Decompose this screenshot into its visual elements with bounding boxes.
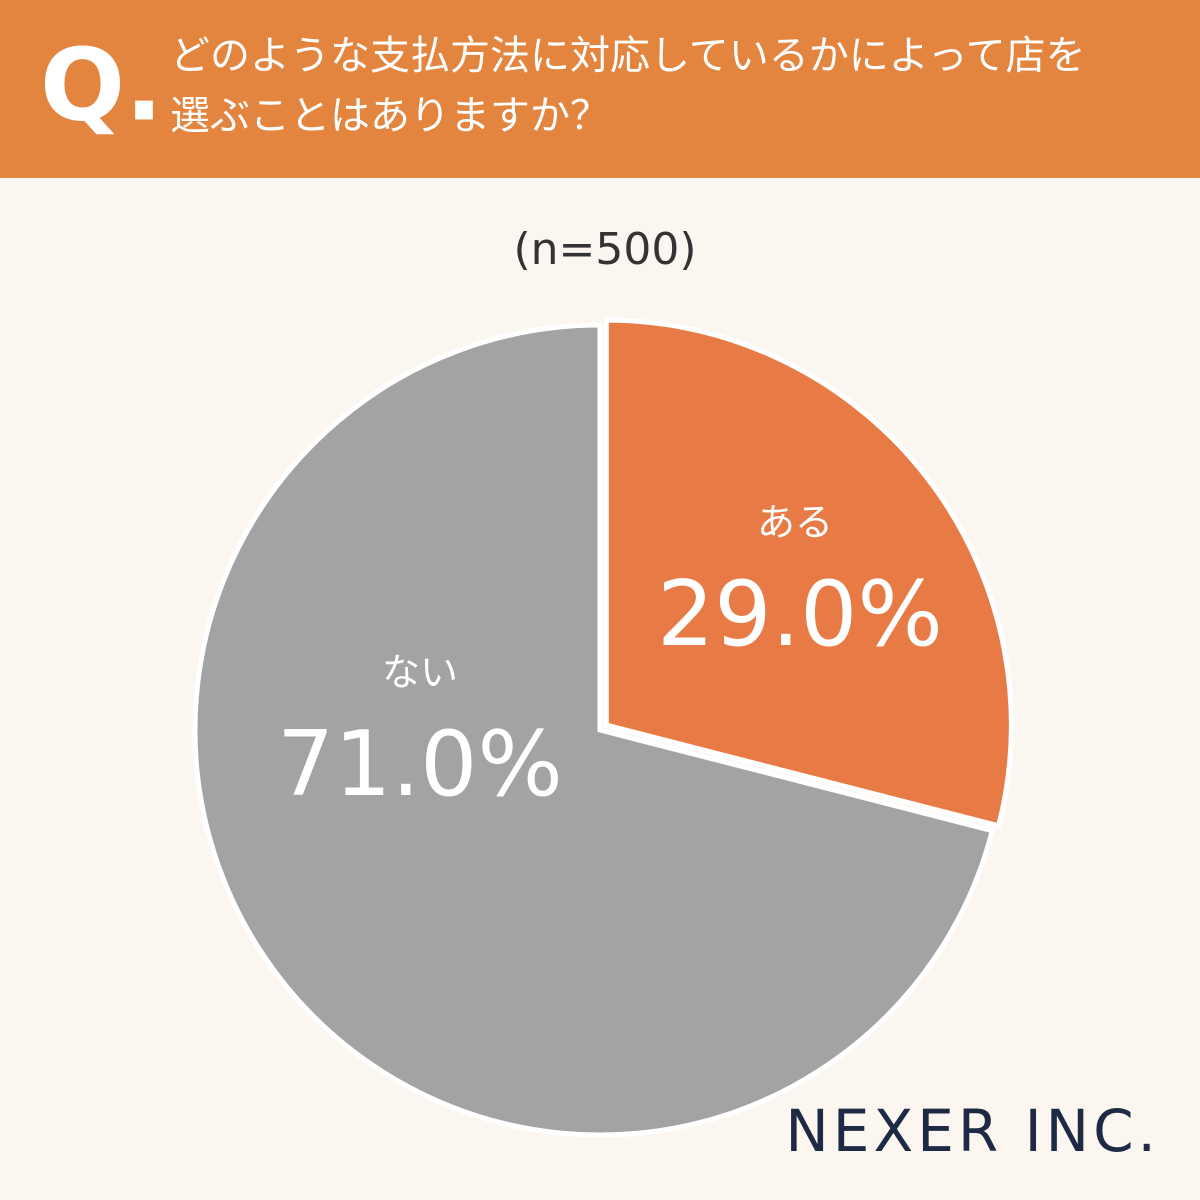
question-line: 選ぶことはありますか？ <box>170 93 610 139</box>
logo: NEXER INC. <box>785 1097 1160 1165</box>
slice-value-label: 71.0% <box>277 712 563 817</box>
slice-value-label: 29.0% <box>657 562 943 667</box>
slice-category: ある <box>757 501 833 545</box>
subtitle: (n=500) <box>513 224 696 275</box>
pie-slice <box>192 322 996 1138</box>
pie-slice <box>603 317 1014 829</box>
slice-category: ない <box>382 651 458 695</box>
question-label: Q. <box>40 26 163 143</box>
header-band <box>0 0 1200 178</box>
question-line: どのような支払方法に対応しているかによって店を <box>170 33 1086 79</box>
